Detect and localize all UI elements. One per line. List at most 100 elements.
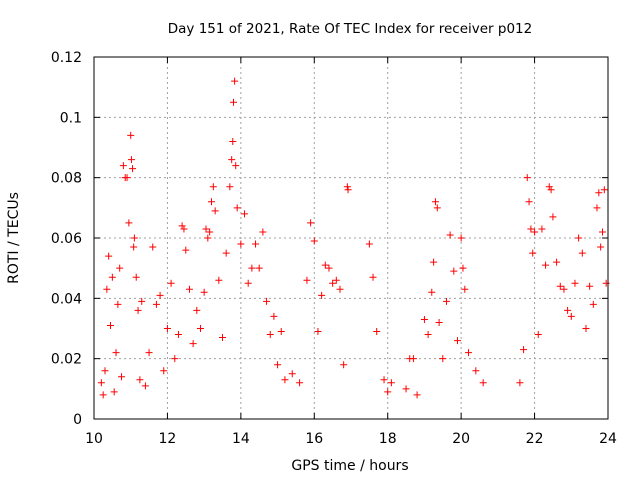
data-point (523, 174, 531, 182)
data-point (431, 198, 439, 206)
data-point (174, 331, 182, 339)
data-point (318, 291, 326, 299)
data-point (132, 273, 140, 281)
data-point (553, 258, 561, 266)
data-point (180, 225, 188, 233)
data-point (118, 373, 126, 381)
y-tick-label: 0.04 (51, 291, 82, 307)
data-point (296, 379, 304, 387)
x-tick-label: 24 (599, 431, 617, 447)
data-point (575, 234, 583, 242)
data-point (472, 367, 480, 375)
data-point (178, 222, 186, 230)
data-point (435, 318, 443, 326)
data-point (167, 279, 175, 287)
data-point (163, 325, 171, 332)
data-point (127, 156, 135, 164)
data-point (459, 264, 467, 272)
data-point (114, 300, 122, 308)
data-point (130, 243, 138, 251)
data-point (270, 312, 278, 320)
x-tick-label: 16 (305, 431, 323, 447)
data-point (446, 231, 454, 239)
y-tick-label: 0.1 (60, 110, 82, 126)
data-point (193, 306, 201, 314)
data-point (263, 297, 271, 305)
data-point (136, 376, 144, 384)
data-point (116, 264, 124, 272)
data-point (171, 355, 179, 363)
data-point (233, 204, 241, 212)
data-point (211, 207, 219, 215)
data-point (593, 204, 601, 212)
data-point (325, 264, 333, 272)
data-point (600, 186, 608, 194)
data-point (230, 98, 238, 106)
data-point (99, 391, 107, 399)
data-point (241, 210, 249, 218)
y-tick-label: 0.06 (51, 231, 82, 247)
data-point (127, 131, 135, 139)
data-point (453, 337, 461, 345)
data-point (439, 355, 447, 363)
data-point (595, 189, 603, 197)
data-point (182, 246, 190, 254)
data-point (255, 264, 263, 272)
data-point (229, 137, 237, 145)
data-point (373, 328, 381, 336)
data-point (303, 276, 311, 284)
x-tick-label: 20 (452, 431, 470, 447)
data-point (450, 267, 458, 275)
data-point (464, 349, 472, 357)
data-point (252, 240, 260, 248)
data-point (409, 355, 417, 363)
data-point (433, 204, 441, 212)
data-point (209, 183, 217, 191)
data-point (340, 361, 348, 369)
data-point (344, 186, 352, 194)
data-point (160, 367, 168, 375)
y-tick-label: 0.02 (51, 352, 82, 368)
data-point (538, 225, 546, 233)
data-point (204, 234, 212, 242)
data-point (196, 325, 204, 332)
data-point (110, 388, 118, 396)
data-point (567, 312, 575, 320)
x-tick-label: 12 (159, 431, 177, 447)
y-tick-label: 0.12 (51, 50, 82, 66)
data-point (108, 273, 116, 281)
data-point (589, 300, 597, 308)
data-point (119, 162, 127, 170)
data-point (564, 306, 572, 314)
data-point (228, 156, 236, 164)
data-point (336, 285, 344, 293)
data-point (189, 340, 197, 348)
data-point (314, 328, 322, 336)
data-point (152, 300, 160, 308)
data-point (134, 306, 142, 314)
data-point (343, 183, 351, 191)
y-tick-label: 0 (73, 412, 82, 428)
data-point (527, 225, 535, 233)
data-point (202, 225, 210, 233)
data-point (274, 361, 282, 369)
data-point (428, 288, 436, 296)
data-point (525, 198, 533, 206)
data-point (516, 379, 524, 387)
data-point (321, 261, 329, 269)
data-point (529, 249, 537, 257)
data-point (430, 258, 438, 266)
grid-lines (94, 57, 608, 419)
data-point (112, 349, 120, 357)
data-point (329, 279, 337, 287)
data-point (332, 276, 340, 284)
data-point (556, 282, 564, 290)
data-point (226, 183, 234, 191)
data-point (123, 174, 131, 182)
data-point (369, 273, 377, 281)
data-point (413, 391, 421, 399)
x-tick-label: 14 (232, 431, 250, 447)
data-point (281, 376, 289, 384)
data-point (244, 279, 252, 287)
data-point (200, 288, 208, 296)
